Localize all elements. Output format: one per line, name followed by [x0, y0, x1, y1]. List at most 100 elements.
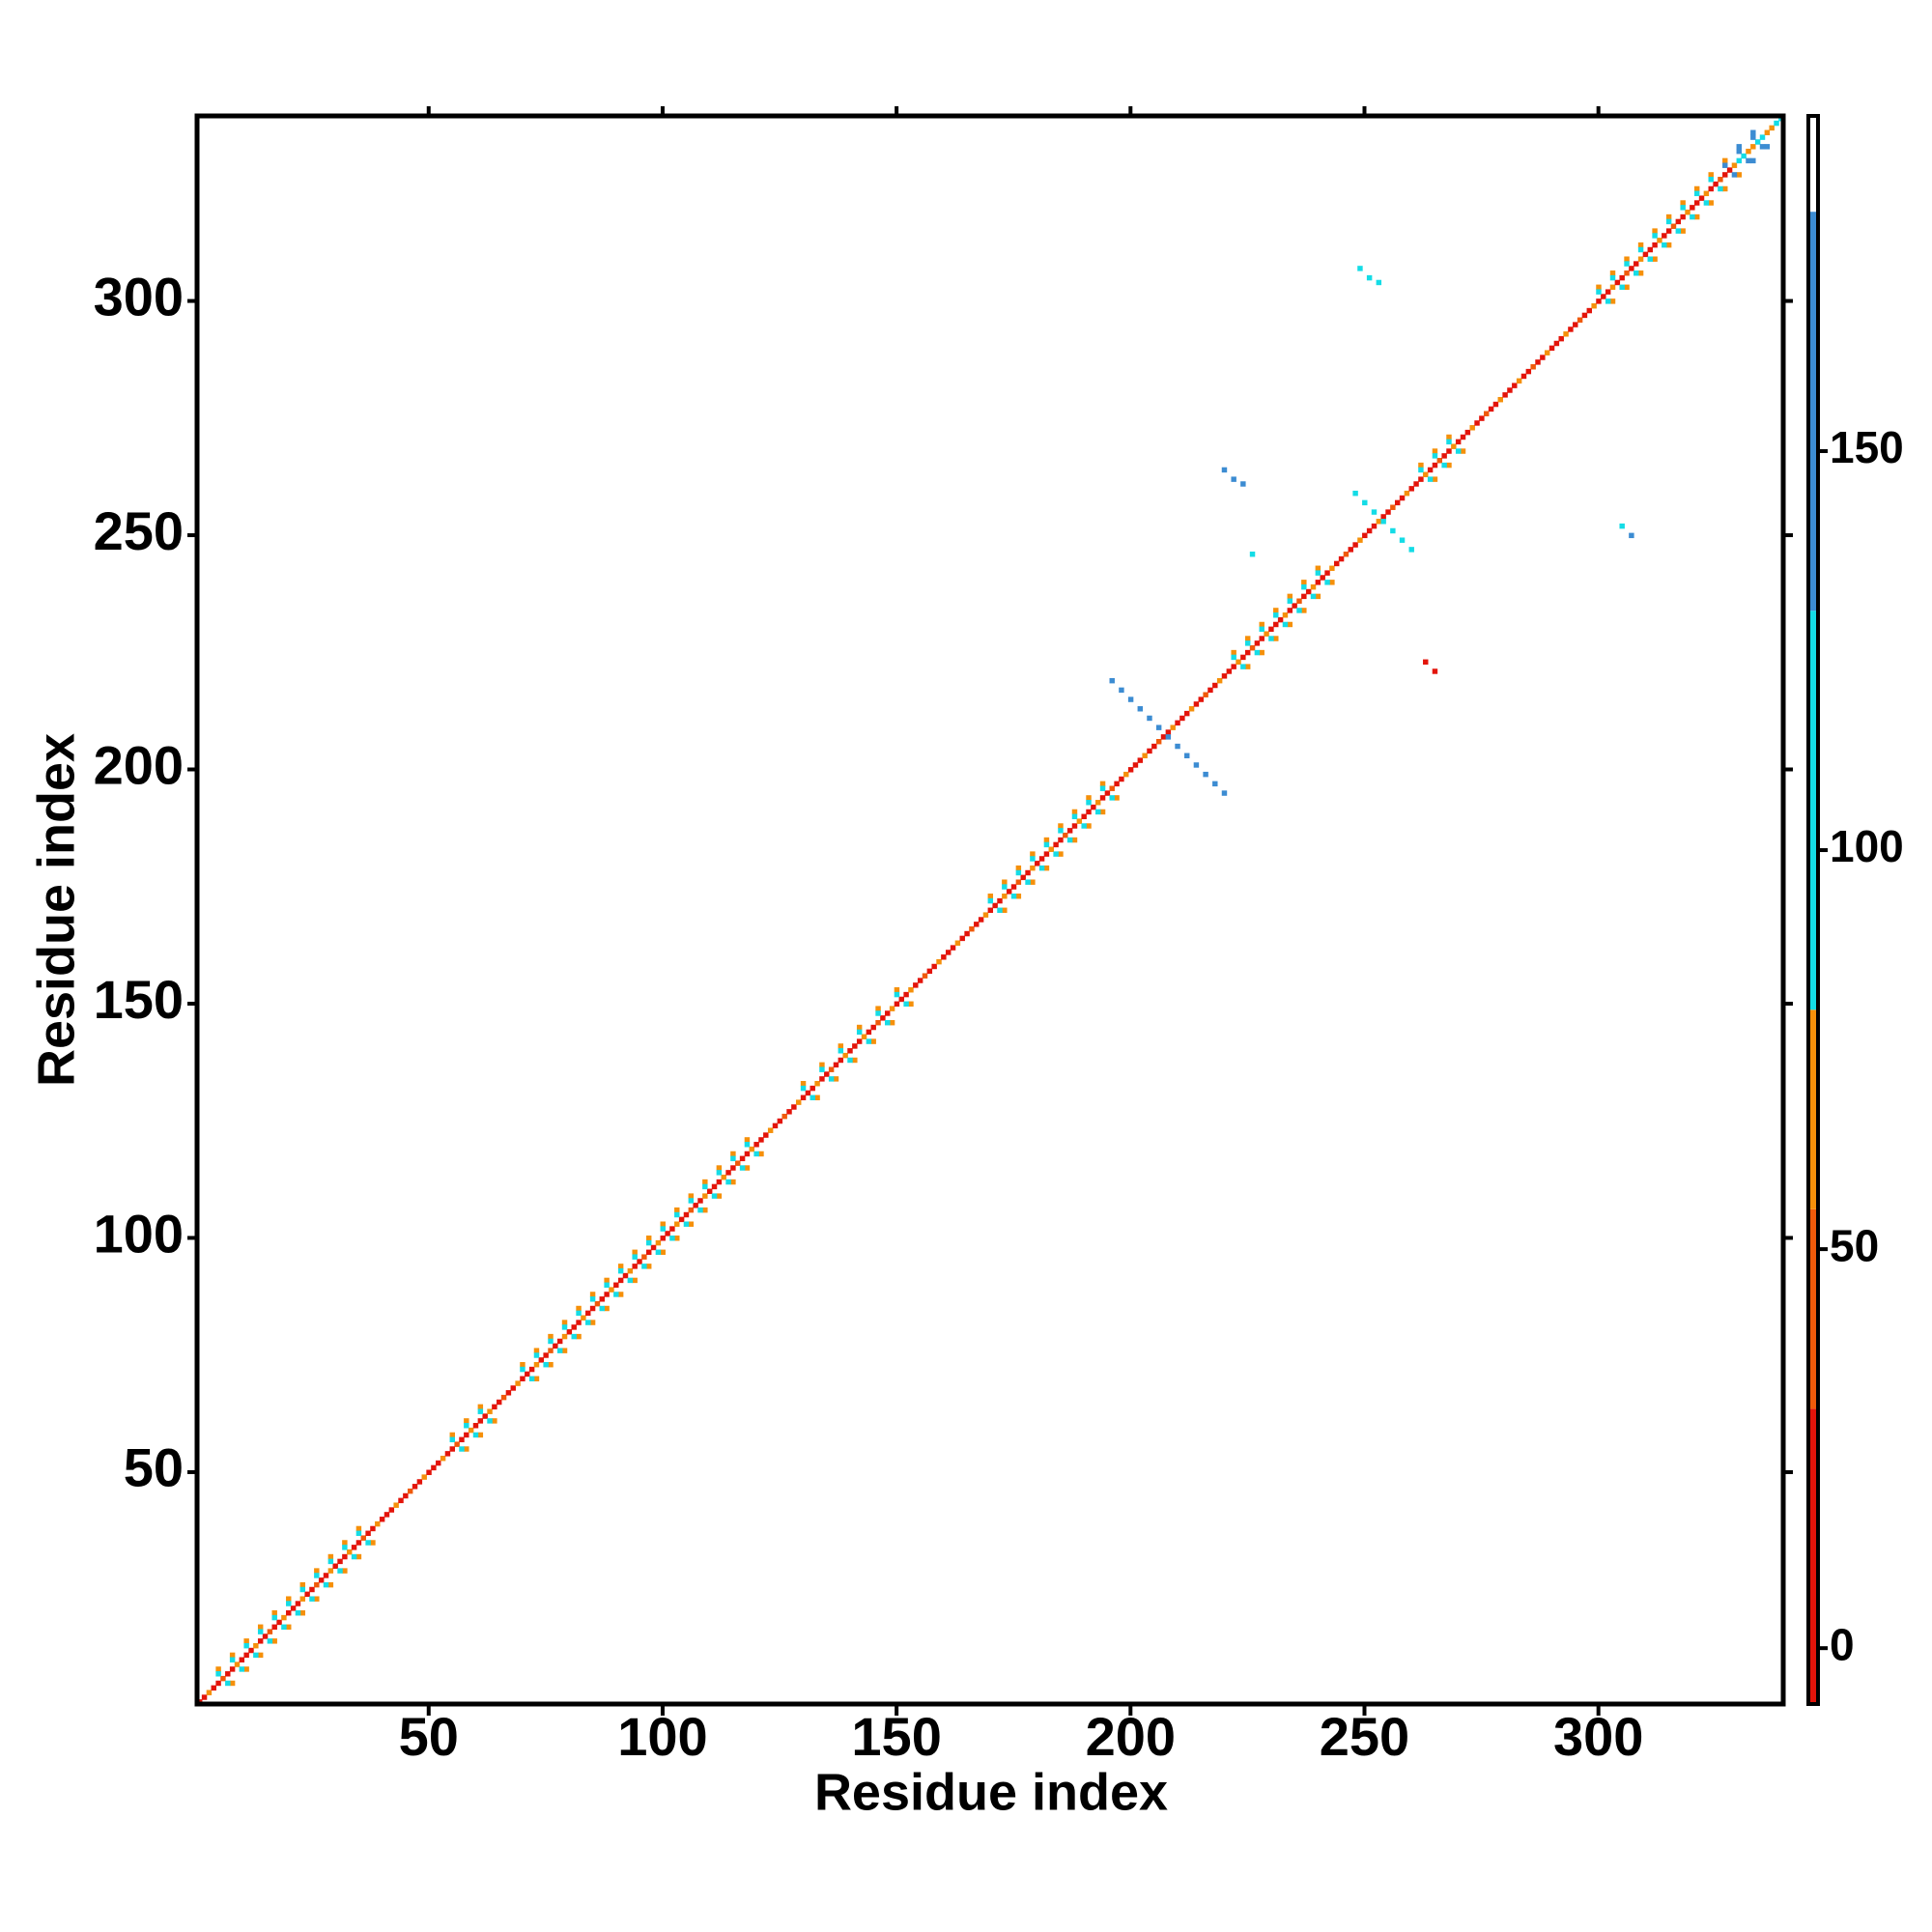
cell — [1338, 636, 1345, 641]
cell — [1432, 462, 1438, 469]
cell — [571, 1324, 577, 1330]
cell — [370, 1540, 376, 1546]
cell — [1053, 851, 1059, 857]
cell — [1418, 476, 1424, 482]
cell — [632, 1249, 638, 1256]
cell — [1231, 664, 1236, 669]
cell — [1137, 757, 1144, 763]
cell — [1221, 790, 1228, 796]
cell — [351, 1545, 357, 1550]
cell — [299, 1596, 306, 1602]
cell — [1282, 687, 1289, 694]
cell — [1680, 228, 1686, 234]
cell — [1273, 612, 1279, 618]
cell — [856, 1029, 863, 1036]
cell — [505, 1390, 512, 1396]
cell — [1357, 266, 1363, 271]
cell — [688, 1193, 695, 1199]
cell — [472, 1432, 479, 1438]
cell — [1231, 476, 1236, 482]
cell — [1240, 481, 1246, 487]
cell — [290, 1605, 297, 1611]
cell — [533, 1352, 540, 1358]
cell — [791, 1104, 797, 1110]
y-tick-label: 300 — [94, 266, 184, 327]
cell — [1006, 889, 1012, 895]
cell — [1609, 284, 1616, 291]
cell — [487, 1418, 493, 1424]
cell — [1432, 668, 1438, 674]
cell — [482, 1413, 488, 1419]
cell — [1507, 387, 1513, 393]
cell — [1577, 317, 1583, 323]
cell — [355, 1525, 362, 1532]
cell — [1432, 453, 1438, 459]
x-tick-label: 100 — [617, 1706, 707, 1767]
cell — [1624, 284, 1630, 291]
cell — [211, 1685, 216, 1691]
cell — [1058, 828, 1064, 834]
cell — [711, 1183, 718, 1190]
cell — [594, 1300, 601, 1307]
cell — [1670, 223, 1677, 229]
cell — [875, 1019, 881, 1026]
cell — [1137, 706, 1144, 712]
cell — [1662, 242, 1667, 248]
cell — [1151, 743, 1157, 750]
cell — [1759, 134, 1766, 140]
cell — [416, 1479, 423, 1485]
cell — [1385, 509, 1391, 515]
cell — [393, 1502, 399, 1508]
cell — [299, 1610, 306, 1616]
cell — [1404, 490, 1410, 497]
cell — [1609, 274, 1616, 281]
cell — [908, 1001, 914, 1008]
cell — [716, 1179, 723, 1185]
cell — [1596, 298, 1602, 304]
y-tick-label: 150 — [94, 969, 184, 1030]
cell — [824, 1071, 830, 1077]
cell — [1305, 588, 1312, 595]
cell — [926, 968, 933, 975]
cell — [1736, 144, 1743, 150]
cell — [1750, 144, 1756, 150]
cell — [674, 1207, 680, 1213]
cell — [1488, 406, 1494, 412]
cell — [894, 1001, 900, 1008]
cell — [688, 1198, 695, 1204]
cell — [617, 1264, 624, 1269]
cell — [1634, 270, 1639, 276]
cell — [1596, 284, 1602, 291]
y-axis-label: Residue index — [27, 733, 85, 1087]
cell — [1520, 373, 1527, 380]
cell — [1362, 499, 1368, 506]
cell — [1390, 527, 1396, 534]
cell — [1240, 654, 1246, 661]
cell — [721, 1175, 726, 1180]
cell — [388, 1507, 395, 1513]
cell — [257, 1624, 264, 1631]
cell — [375, 1520, 381, 1527]
cell — [444, 1451, 451, 1457]
cell — [360, 1535, 366, 1541]
cell — [833, 1062, 839, 1068]
colorbar-segment — [1808, 212, 1818, 611]
cell — [870, 1024, 876, 1031]
cell — [1226, 631, 1233, 637]
cell — [1010, 884, 1017, 890]
cell — [1512, 383, 1518, 388]
cell — [1680, 205, 1686, 211]
cell — [271, 1610, 277, 1616]
cell — [1081, 813, 1087, 820]
cell — [1605, 298, 1611, 304]
cell — [1015, 879, 1022, 885]
cell — [1002, 894, 1008, 899]
cell — [1315, 580, 1321, 585]
cell — [1142, 626, 1148, 633]
cell — [1754, 139, 1761, 145]
cell — [786, 1109, 792, 1115]
cell — [286, 1624, 292, 1631]
cell — [1086, 809, 1092, 815]
cell — [669, 1236, 675, 1241]
cell — [1170, 724, 1176, 730]
